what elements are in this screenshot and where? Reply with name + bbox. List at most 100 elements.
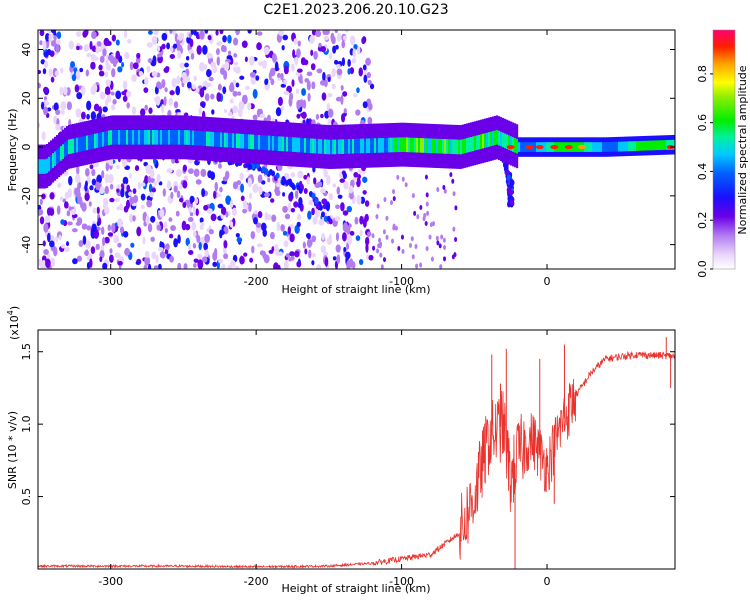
noise-blob [410,236,414,242]
branch-blob [298,187,303,194]
colorbar-tick-label: 0.6 [696,114,709,131]
noise-blob [153,30,159,36]
noise-blob [91,223,97,233]
noise-blob [56,205,61,215]
noise-blob [306,71,313,77]
noise-blob [250,231,255,239]
ridge-core [268,135,271,151]
ridge-core [400,137,403,152]
noise-blob [454,236,458,242]
ridge-core [436,138,439,154]
noise-blob [129,196,135,205]
noise-blob [144,104,148,111]
noise-blob [363,74,368,83]
noise-blob [62,198,67,203]
noise-blob [426,210,430,216]
ridge-core [184,130,187,145]
noise-blob [241,40,248,49]
ridge-core [100,132,103,148]
noise-blob [186,81,192,89]
noise-blob [225,170,230,180]
noise-blob [199,217,204,224]
noise-blob [217,203,224,209]
ridge-core [444,139,447,154]
ridge-core [200,131,203,146]
ridge-core [476,135,479,151]
noise-blob [195,208,199,217]
noise-blob [108,173,114,184]
ridge-core [586,142,589,152]
noise-blob [346,260,351,269]
noise-blob [277,264,281,269]
noise-blob [117,218,123,228]
branch-blob [506,174,511,181]
ridge-core [494,130,497,146]
noise-blob [302,241,306,249]
ridge-core [616,141,619,152]
ridge-core [638,141,641,151]
noise-blob [121,158,128,168]
noise-blob [177,262,182,269]
ridge-core [456,139,459,155]
noise-blob [367,79,372,86]
ridge-core [666,140,669,150]
noise-blob [334,59,339,65]
noise-blob [169,90,175,96]
noise-blob [326,102,331,112]
noise-blob [199,61,205,72]
ridge-core [546,142,549,152]
ridge-core [236,133,239,149]
noise-blob [181,220,187,231]
noise-blob [179,32,185,38]
noise-blob [257,211,263,219]
noise-blob [331,68,336,78]
noise-blob [50,76,55,83]
ridge-core [280,136,283,152]
noise-blob [235,233,240,238]
noise-blob [341,57,346,67]
ridge-core [180,129,183,145]
ridge-core [192,130,195,146]
noise-blob [120,188,125,198]
noise-blob [283,260,289,269]
ridge-core [186,130,189,145]
noise-blob [96,174,102,184]
noise-blob [169,54,176,59]
ridge-core [256,134,259,150]
noise-blob [122,176,129,185]
y-tick-label: -40 [20,236,33,254]
ridge-core [96,133,99,148]
y-tick-label: -20 [20,187,33,205]
noise-blob [349,67,355,75]
noise-blob [192,242,197,249]
ridge-core [648,140,651,151]
ridge-core [246,134,249,149]
noise-blob [201,256,208,263]
noise-blob [269,231,275,240]
ridge-core [300,137,303,153]
noise-blob [173,101,179,109]
ridge-core [590,142,593,152]
ridge-core [138,129,141,145]
ridge-core [352,138,355,154]
ridge-core [414,137,417,153]
snr-scale-prefix: (x10 [8,315,21,340]
noise-blob [438,243,442,249]
ridge-core [668,139,671,150]
noise-blob [400,234,404,240]
ridge-core [478,134,481,150]
noise-blob [88,253,93,259]
noise-blob [188,49,194,55]
noise-blob [240,183,245,193]
noise-blob [390,200,394,206]
noise-blob [349,192,354,200]
noise-blob [253,217,258,225]
noise-blob [175,169,182,177]
noise-blob [128,213,134,223]
noise-blob [177,234,181,244]
noise-blob [364,236,370,246]
ridge-core [462,139,465,154]
ridge-core [314,138,317,154]
noise-blob [278,251,283,257]
ridge-core [242,133,245,149]
